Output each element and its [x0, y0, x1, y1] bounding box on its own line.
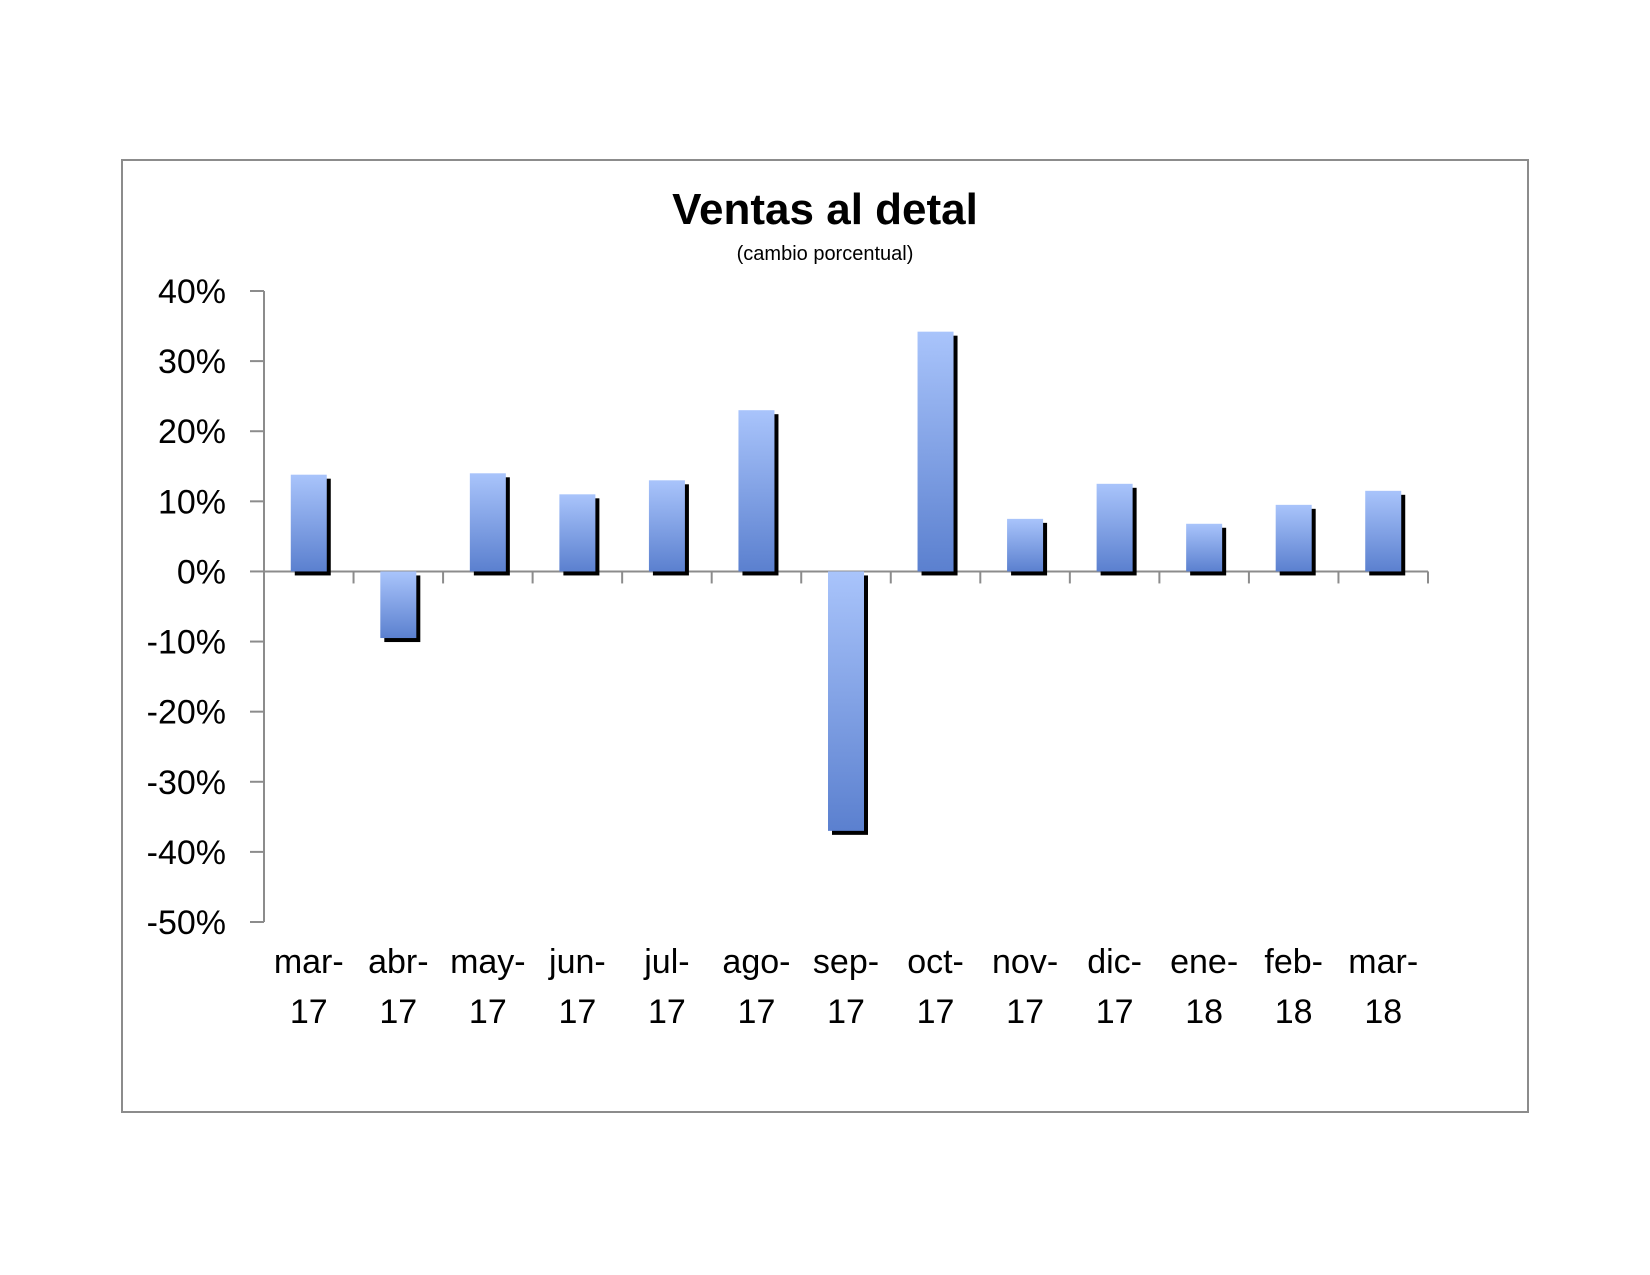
x-category-label: may- [450, 943, 526, 981]
y-tick-label: 20% [158, 413, 226, 451]
y-tick-label: -30% [147, 764, 226, 802]
x-category-label-year: 17 [469, 993, 507, 1031]
x-category-label: oct- [907, 943, 964, 981]
chart-subtitle: (cambio porcentual) [736, 243, 914, 265]
x-category-label: abr- [368, 943, 428, 981]
y-tick-label: -40% [147, 834, 226, 872]
chart-title: Ventas al detal [672, 185, 978, 234]
x-category-label-year: 17 [1006, 993, 1044, 1031]
bar [380, 571, 417, 639]
x-category-label: ago- [722, 943, 790, 981]
bars [290, 331, 1406, 835]
chart-frame: Ventas al detal (cambio porcentual) 40% 3… [121, 159, 1529, 1113]
x-category-label: dic- [1087, 943, 1142, 981]
x-category-label-year: 17 [558, 993, 596, 1031]
labels: 40% 30% 20% 10% 0% -10% -20% -30% -40% -50% mar- 17… [147, 273, 1419, 1031]
y-tick-label: 0% [177, 553, 226, 591]
x-category-label-year: 18 [1275, 993, 1313, 1031]
bar [738, 410, 775, 572]
x-category-label: jul- [643, 943, 689, 981]
y-tick-label: 10% [158, 483, 226, 521]
x-category-label: mar- [274, 943, 344, 981]
x-category-label: sep- [813, 943, 879, 981]
bar [648, 480, 685, 572]
x-category-label: feb- [1264, 943, 1323, 981]
y-tick-label: -50% [147, 904, 226, 942]
bar [1186, 523, 1223, 572]
x-category-label: jun- [548, 943, 606, 981]
bar [1007, 518, 1044, 572]
x-category-label-year: 17 [648, 993, 686, 1031]
x-category-label: mar- [1348, 943, 1418, 981]
chart-plot: 40% 30% 20% 10% 0% -10% -20% -30% -40% -50% mar- 17… [147, 273, 1429, 1031]
y-tick-label: 40% [158, 273, 226, 311]
bar [469, 473, 506, 572]
x-category-label-year: 17 [1096, 993, 1134, 1031]
y-tick-label: -10% [147, 624, 226, 662]
x-category-label-year: 18 [1185, 993, 1223, 1031]
x-category-label-year: 17 [379, 993, 417, 1031]
x-category-label: nov- [992, 943, 1058, 981]
y-tick-label: -20% [147, 694, 226, 732]
bar [290, 474, 327, 572]
x-category-label-year: 17 [738, 993, 776, 1031]
x-category-label: ene- [1170, 943, 1238, 981]
bar [1275, 504, 1312, 572]
x-category-label-year: 17 [290, 993, 328, 1031]
bar [828, 571, 864, 831]
x-category-label-year: 17 [827, 993, 865, 1031]
bar [917, 331, 954, 572]
bar [1365, 490, 1402, 572]
bar [559, 494, 596, 572]
x-category-label-year: 18 [1364, 993, 1402, 1031]
bar [1096, 483, 1133, 572]
x-category-label-year: 17 [917, 993, 955, 1031]
y-tick-label: 30% [158, 343, 226, 381]
